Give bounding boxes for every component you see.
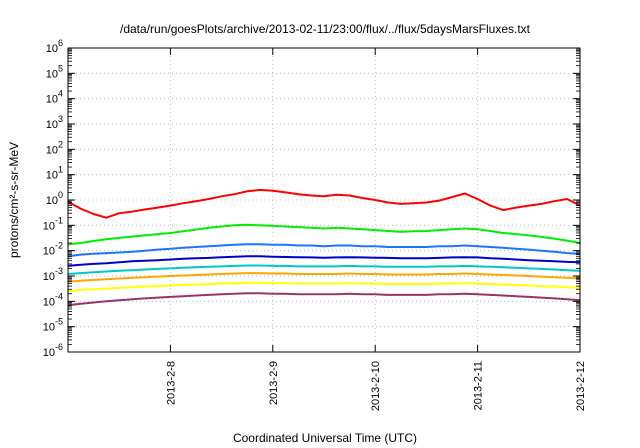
series-line-3: [67, 243, 581, 258]
x-tick-label: 2013-2-8: [165, 361, 177, 405]
chart-title: /data/run/goesPlots/archive/2013-02-11/2…: [120, 22, 531, 36]
y-tick-label: 10-4: [43, 291, 63, 308]
y-tick-label: 10-6: [43, 342, 63, 359]
y-tick-label: 102: [46, 139, 63, 156]
y-tick-label: 10-5: [43, 317, 63, 334]
x-tick-label: 2013-2-12: [575, 361, 587, 411]
y-tick-label: 100: [46, 190, 63, 207]
x-axis: 2013-2-8 2013-2-9 2013-2-10 2013-2-11 2013-2…: [165, 48, 587, 411]
y-tick-label: 10-2: [43, 241, 63, 258]
x-tick-label: 2013-2-10: [370, 361, 382, 411]
y-tick-label: 104: [46, 89, 63, 106]
x-axis-label: Coordinated Universal Time (UTC): [233, 431, 417, 445]
series-line-5: [67, 264, 581, 275]
grid: [68, 48, 580, 352]
series-layer: [67, 188, 581, 307]
y-axis: 10-6 10-5 10-4 10-3 10-2 10-1 100 101 102 103 104 1…: [43, 38, 580, 359]
y-tick-label: 101: [46, 165, 63, 182]
y-tick-label: 103: [46, 114, 63, 131]
y-tick-label: 10-3: [43, 266, 63, 283]
series-line-7: [67, 281, 581, 293]
x-tick-label: 2013-2-11: [473, 361, 485, 410]
x-tick-label: 2013-2-9: [268, 361, 280, 405]
series-line-1: [67, 188, 581, 219]
y-tick-label: 105: [46, 63, 63, 80]
series-line-6: [67, 272, 581, 283]
series-line-2: [67, 223, 581, 246]
series-line-8: [67, 292, 581, 307]
y-tick-label: 10-1: [43, 215, 63, 232]
y-axis-label: protons/cm²-s-sr-MeV: [7, 142, 21, 258]
series-line-4: [67, 255, 581, 267]
y-tick-label: 106: [46, 38, 63, 55]
